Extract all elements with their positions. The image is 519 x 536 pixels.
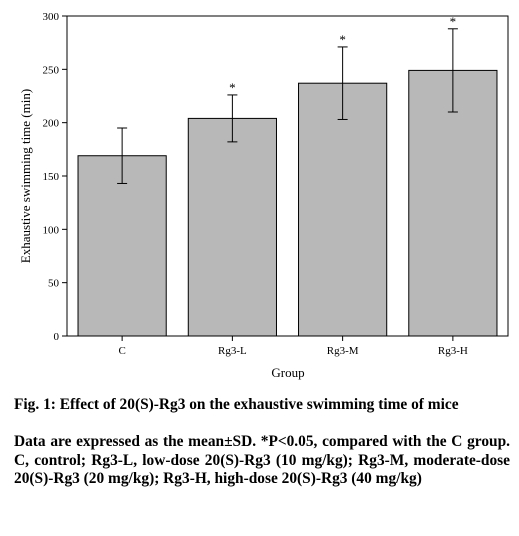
error-bar-Rg3-M bbox=[337, 46, 348, 120]
x-tick-label: Rg3-M bbox=[327, 345, 359, 357]
y-tick-label: 250 bbox=[43, 64, 60, 76]
x-tick-label: Rg3-L bbox=[218, 345, 247, 357]
error-bar-Rg3-L bbox=[227, 94, 238, 143]
bar-Rg3-M bbox=[298, 82, 388, 337]
x-axis-title: Group bbox=[271, 365, 304, 380]
significance-marker-Rg3-M: * bbox=[339, 32, 346, 47]
y-axis-title: Exhaustive swimming time (min) bbox=[18, 89, 33, 263]
y-tick-label: 50 bbox=[48, 278, 60, 290]
y-tick-label: 300 bbox=[43, 11, 60, 23]
y-tick-label: 200 bbox=[43, 118, 60, 130]
error-bar-C bbox=[117, 127, 128, 184]
figure-caption-note: Data are expressed as the mean±SD. *P<0.… bbox=[14, 433, 510, 487]
y-tick-label: 150 bbox=[43, 171, 60, 183]
y-axis: 0 50 100 150 200 250 300 bbox=[43, 11, 67, 343]
x-tick-label: Rg3-H bbox=[438, 345, 468, 357]
y-tick-label: 0 bbox=[54, 331, 60, 343]
x-tick-label: C bbox=[118, 345, 125, 357]
bar-C bbox=[77, 155, 167, 337]
error-bars-layer bbox=[117, 28, 458, 184]
figure-caption-title: Fig. 1: Effect of 20(S)-Rg3 on the exhau… bbox=[14, 396, 459, 413]
bar-Rg3-L bbox=[187, 117, 277, 337]
error-bar-Rg3-H bbox=[447, 28, 458, 113]
bar-Rg3-H bbox=[408, 69, 498, 337]
significance-marker-Rg3-H: * bbox=[450, 14, 457, 29]
x-axis: C Rg3-L Rg3-M Rg3-H bbox=[118, 336, 468, 357]
bars-layer bbox=[77, 69, 498, 337]
y-tick-label: 100 bbox=[43, 224, 60, 236]
significance-marker-Rg3-L: * bbox=[229, 80, 236, 95]
significance-layer: * * * bbox=[229, 14, 456, 95]
